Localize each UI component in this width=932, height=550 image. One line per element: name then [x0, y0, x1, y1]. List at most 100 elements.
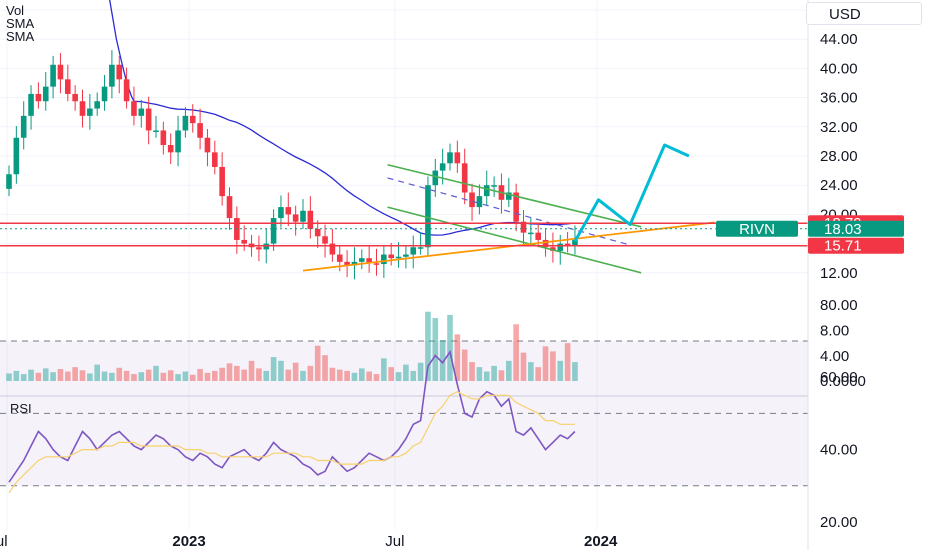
candle-body	[87, 108, 93, 116]
legend-vol[interactable]: Vol	[6, 3, 25, 18]
rsi-pane-label[interactable]: RSI	[10, 401, 32, 416]
candle-body	[263, 243, 270, 250]
sma-line-early	[109, 0, 135, 102]
candle-body	[145, 108, 152, 131]
candle-body	[359, 258, 365, 262]
candle-body	[182, 115, 189, 131]
candle-body	[454, 152, 461, 164]
candle-body	[101, 86, 108, 102]
volume-layer	[6, 311, 578, 381]
candle-body	[6, 174, 12, 189]
volume-tick-label: 0.0000	[820, 373, 866, 390]
volume-bar	[256, 368, 262, 381]
legend-sma-2[interactable]: SMA	[6, 29, 35, 44]
volume-bar	[395, 372, 402, 381]
volume-bar	[13, 370, 20, 381]
volume-bar	[189, 374, 196, 381]
candle-body	[513, 192, 519, 222]
volume-bar	[469, 362, 475, 381]
candle-body	[542, 239, 549, 248]
candle-body	[535, 232, 541, 240]
channel-mid-line	[387, 177, 631, 246]
price-tick-label: 28.00	[820, 148, 858, 165]
candle-body	[314, 229, 321, 237]
grid-layer	[0, 0, 932, 530]
volume-tick-label: 4.00	[820, 348, 849, 365]
candle-body	[189, 115, 196, 124]
candle-body	[138, 108, 145, 116]
volume-bar	[6, 373, 12, 381]
rsi-tick-label: 60.00	[820, 369, 858, 386]
volume-bar	[123, 370, 130, 381]
candle-body	[461, 163, 468, 193]
ticker-tag	[716, 220, 798, 237]
price-tick-label: 12.00	[820, 265, 858, 282]
volume-bar	[359, 368, 365, 381]
volume-bar	[35, 372, 42, 381]
volume-bar	[336, 369, 343, 381]
volume-bar	[498, 370, 505, 381]
candle-body	[94, 101, 100, 109]
volume-bar	[381, 358, 387, 381]
indicator-legend: Vol SMA SMA	[6, 4, 34, 43]
rsi-tick-label: 40.00	[820, 442, 858, 459]
time-tick-label: Jul	[385, 533, 404, 550]
candle-body	[351, 261, 358, 266]
volume-bar	[234, 365, 240, 381]
candle-body	[307, 210, 314, 229]
candle-body	[42, 86, 49, 102]
candle-body	[300, 210, 306, 222]
time-axis: Jul 2023 Jul 2024	[0, 533, 618, 550]
candle-body	[403, 254, 409, 257]
volume-bar	[42, 368, 49, 381]
candle-body	[256, 247, 262, 250]
price-axis: 48.0044.0040.0036.0032.0028.0024.0020.00…	[807, 0, 932, 550]
sma-layer	[109, 0, 575, 236]
candle-body	[520, 221, 527, 233]
candle-body	[550, 247, 556, 251]
volume-bar	[403, 364, 409, 381]
volume-bar	[145, 369, 152, 381]
volume-bar	[57, 369, 64, 381]
volume-bar	[520, 352, 527, 381]
candle-body	[20, 115, 27, 138]
volume-bar	[50, 372, 56, 381]
currency-button[interactable]: USD	[806, 2, 922, 25]
volume-bar	[506, 360, 512, 381]
price-tick-label: 40.00	[820, 60, 858, 77]
volume-bar	[204, 372, 211, 381]
price-tick-label: 36.00	[820, 90, 858, 107]
legend-sma-1[interactable]: SMA	[6, 16, 35, 31]
candle-body	[116, 64, 123, 80]
volume-bar	[263, 370, 270, 381]
candle-body	[79, 101, 86, 116]
volume-bar	[425, 311, 431, 381]
volume-bar	[344, 370, 350, 381]
volume-bar	[72, 367, 78, 381]
volume-bar	[322, 355, 328, 381]
candle-body	[212, 152, 218, 167]
volume-bar	[116, 367, 123, 381]
volume-bar	[454, 334, 461, 381]
candle-body	[204, 137, 211, 153]
price-tag	[808, 220, 904, 237]
volume-bar	[278, 360, 284, 381]
candle-body	[469, 192, 475, 208]
candle-body	[285, 207, 292, 215]
candle-body	[72, 93, 78, 102]
candle-body	[160, 130, 167, 146]
volume-bar	[300, 370, 306, 381]
channel-upper-line	[387, 163, 642, 228]
candle-body	[528, 232, 534, 235]
volume-bar	[285, 369, 292, 381]
price-axis-background	[808, 0, 932, 550]
candle-body	[57, 64, 64, 80]
rsi-band-layer	[0, 340, 808, 487]
drawing-layer	[0, 143, 808, 274]
channel-lower-line	[387, 206, 642, 274]
volume-bar	[476, 367, 483, 381]
candle-body	[270, 218, 277, 244]
volume-bar	[513, 324, 519, 381]
candle-body	[366, 258, 372, 264]
